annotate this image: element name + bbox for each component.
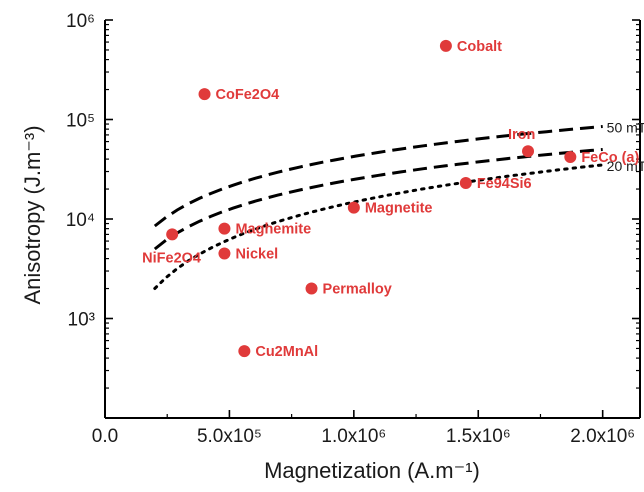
point-label: Magnetite (365, 201, 433, 217)
point-label: FeCo (a) (581, 150, 639, 166)
point-label: Permalloy (323, 282, 392, 298)
data-point (166, 228, 179, 241)
point-label: NiFe2O4 (142, 250, 201, 266)
point-label: Cu2MnAl (255, 344, 318, 360)
x-axis-title: Magnetization (A.m⁻¹) (264, 458, 480, 483)
y-tick-label: 10⁴ (66, 210, 95, 231)
point-label: Fe94Si6 (477, 176, 532, 192)
y-axis-title: Anisotropy (J.m⁻³) (20, 125, 45, 304)
data-point (439, 39, 452, 52)
data-point (198, 88, 211, 101)
x-tick-label: 0.0 (92, 426, 118, 447)
reference-curve-dotted (153, 163, 605, 290)
data-points: Cobalt CoFe2O4 Iron FeCo (a) Fe94Si6 Magnetit… (142, 39, 639, 360)
x-tick-label: 1.0x10⁶ (321, 426, 386, 447)
data-point (522, 145, 535, 158)
point-label: Maghemite (235, 222, 311, 238)
point-label: Nickel (235, 247, 278, 263)
x-tick-label: 5.0x10⁵ (197, 426, 262, 447)
x-tick-label: 2.0x10⁶ (570, 426, 635, 447)
point-label: Cobalt (457, 39, 502, 55)
chart-axes (104, 20, 641, 419)
y-tick-label: 10⁶ (66, 11, 95, 32)
curve-label: 20 mT (607, 158, 644, 174)
y-tick-label: 10⁵ (66, 111, 95, 132)
data-point (459, 177, 472, 190)
y-ticks: 10³ 10⁴ 10⁵ 10⁶ (66, 11, 640, 389)
reference-curve-dashed (153, 125, 603, 228)
point-label: CoFe2O4 (216, 87, 280, 103)
point-label: Iron (508, 127, 535, 143)
x-tick-label: 1.5x10⁶ (446, 426, 511, 447)
data-point (238, 345, 251, 358)
data-point (218, 222, 231, 235)
data-point (305, 282, 318, 295)
data-point (564, 150, 577, 163)
data-point (218, 247, 231, 260)
y-tick-label: 10³ (68, 310, 95, 331)
x-ticks: 0.0 5.0x10⁵ 1.0x10⁶ 1.5x10⁶ 2.0x10⁶ (92, 410, 635, 447)
data-point (347, 201, 360, 214)
curve-label: 50 mT (607, 120, 644, 136)
